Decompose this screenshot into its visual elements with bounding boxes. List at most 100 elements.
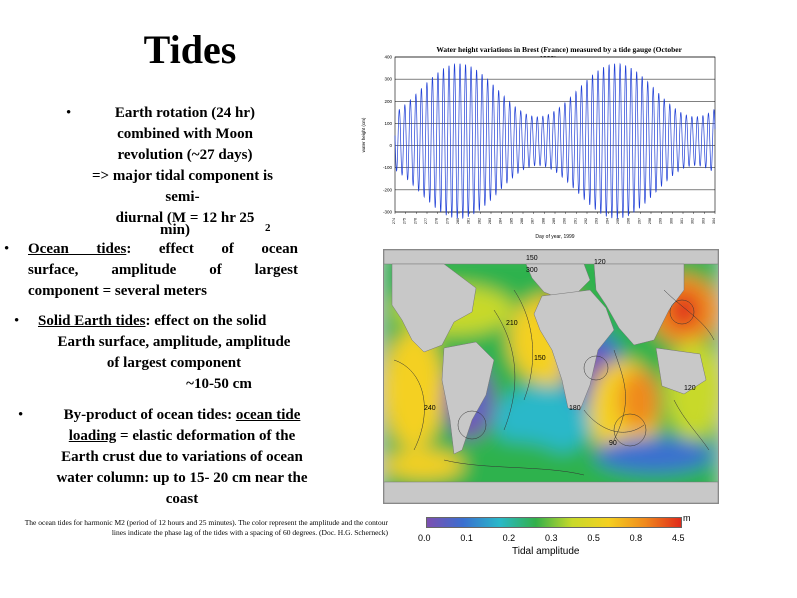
x-tick-label: 278 (435, 218, 439, 224)
bullet-text: : effect on the solid (145, 313, 267, 329)
bullet-line: combined with Moon (117, 126, 253, 142)
x-tick-label: 295 (616, 218, 620, 224)
australia (655, 347, 707, 395)
bullet-line: Earth crust due to variations of ocean (61, 449, 303, 465)
bullet-line: By-product of ocean tides: ocean tide (32, 405, 332, 426)
tide-gauge-chart: Water height variations in Brest (France… (361, 45, 716, 240)
bullet-text: By-product of ocean tides: (63, 407, 236, 423)
x-tick-label: 302 (691, 218, 695, 224)
x-tick-label: 276 (413, 218, 417, 224)
y-tick-labels: 400 300 200 100 0 -100 -200 -300 (383, 55, 393, 215)
term-loading: loading (68, 428, 117, 444)
x-tick-label: 289 (552, 218, 556, 224)
x-tick-label: 297 (637, 218, 641, 224)
m2-tide-world-map: 150 300 120 210 150 240 90 120 180 (383, 249, 719, 504)
x-tick-label: 298 (648, 218, 652, 224)
phase-label: 120 (594, 259, 606, 266)
x-tick-label: 290 (563, 218, 567, 224)
phase-label: 150 (534, 355, 546, 362)
chart-title-line1: Water height variations in Brest (France… (436, 45, 682, 54)
phase-label: 300 (526, 267, 538, 274)
x-tick-label: 284 (499, 218, 503, 224)
x-tick-label: 294 (605, 218, 609, 224)
colorbar-tick-label: 0.2 (502, 533, 516, 543)
x-tick-label: 301 (680, 218, 684, 224)
bullet-line: Earth surface, amplitude, amplitude (57, 334, 291, 350)
bullet-line: diurnal (M = 12 hr 25 2 (60, 208, 310, 234)
bullet-line: loading = elastic deformation of the (32, 426, 332, 447)
bullet-line: Ocean tides: effect of ocean (28, 239, 298, 260)
south-america (441, 341, 495, 455)
bullet-line: ~10-50 cm (186, 376, 252, 392)
subscript: 2 (265, 222, 271, 234)
continents (384, 250, 718, 503)
bullet-line: component = several meters (28, 283, 207, 299)
phase-label: 210 (506, 320, 518, 327)
bullet-ocean-tide-loading: • By-product of ocean tides: ocean tide … (18, 405, 338, 510)
bullet-dot: • (66, 105, 72, 121)
bullet-text: diurnal (M = 12 hr 25 (115, 210, 255, 226)
y-tick-label: -200 (383, 187, 393, 192)
x-tick-label: 279 (445, 218, 449, 224)
phase-label: 90 (609, 440, 617, 447)
bullet-text: : effect of ocean (126, 241, 298, 257)
bullet-dot: • (18, 407, 24, 423)
x-axis-label: Day of year, 1999 (535, 234, 574, 240)
y-tick-label: 300 (384, 77, 392, 82)
x-tick-label: 275 (403, 218, 407, 224)
colorbar-strip (426, 517, 682, 528)
term-solid-earth-tides: Solid Earth tides (38, 313, 146, 329)
term-ocean-tides: Ocean tides (28, 241, 127, 257)
x-tick-label: 277 (424, 218, 428, 224)
x-tick-label: 274 (392, 218, 396, 224)
colorbar-tick-label: 0.1 (460, 533, 473, 543)
x-tick-label: 292 (584, 218, 588, 224)
bullet-text: = elastic deformation of the (116, 428, 296, 444)
x-tick-label: 283 (488, 218, 492, 224)
figure-caption: The ocean tides for harmonic M2 (period … (24, 518, 388, 537)
x-tick-label: 287 (531, 218, 535, 224)
y-axis-label: water height (cm) (361, 117, 366, 152)
bullet-line: revolution (~27 days) (117, 147, 253, 163)
phase-label: 120 (684, 385, 696, 392)
bullet-line: min) (160, 222, 190, 238)
bullet-line: Earth rotation (24 hr) (114, 105, 256, 121)
phase-label: 180 (569, 405, 581, 412)
bullet-line: of largest component (106, 355, 242, 371)
y-tick-label: 0 (389, 143, 392, 148)
phase-labels: 150 300 120 210 150 240 90 120 180 (424, 255, 696, 447)
phase-label: 240 (424, 405, 436, 412)
bullet-earth-rotation: • Earth rotation (24 hr) combined with M… (60, 103, 305, 241)
x-tick-label: 304 (712, 218, 716, 224)
bullet-line: => major tidal component is (92, 168, 273, 184)
north-america (391, 263, 477, 353)
tidal-amplitude-colorbar: m 0.0 0.1 0.2 0.3 0.5 0.8 4.5 Tidal amplitude (418, 513, 700, 563)
bullet-ocean-tides: • Ocean tides: effect of ocean surface, … (4, 239, 298, 302)
x-tick-label: 291 (573, 218, 577, 224)
bullet-dot: • (4, 241, 10, 257)
x-tick-label: 285 (509, 218, 513, 224)
slide-title: Tides (143, 27, 237, 72)
colorbar-tick-label: 0.3 (545, 533, 558, 543)
eurasia-east (593, 263, 685, 346)
colorbar-tick-label: 0.0 (418, 533, 431, 543)
phase-contours (393, 289, 715, 476)
bullet-line: coast (165, 491, 199, 507)
africa (533, 289, 615, 411)
x-tick-label: 303 (701, 218, 705, 224)
x-tick-label: 288 (541, 218, 545, 224)
x-tick-labels: 274 275 276 277 278 279 280 281 282 283 284 285 286 2… (392, 212, 716, 224)
y-tick-label: -300 (383, 210, 393, 215)
y-tick-label: 400 (384, 55, 392, 60)
bullet-line: Solid Earth tides: effect on the solid (38, 311, 330, 332)
x-tick-label: 299 (659, 218, 663, 224)
x-tick-label: 293 (595, 218, 599, 224)
x-tick-label: 296 (627, 218, 631, 224)
y-tick-label: -100 (383, 165, 393, 170)
colorbar-label: Tidal amplitude (512, 546, 580, 557)
bullet-dot: • (14, 313, 20, 329)
x-tick-label: 280 (456, 218, 460, 224)
x-tick-label: 281 (467, 218, 471, 224)
colorbar-unit: m (683, 513, 691, 523)
x-tick-label: 300 (669, 218, 673, 224)
